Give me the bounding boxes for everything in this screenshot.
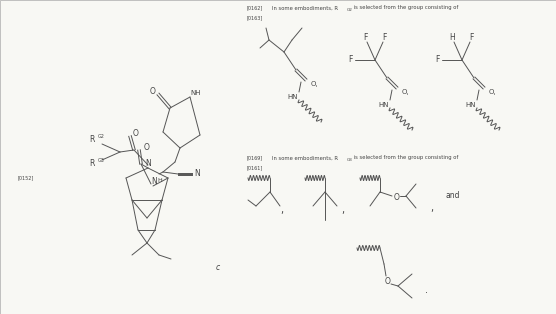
Text: F: F xyxy=(363,34,367,42)
Text: R: R xyxy=(90,160,95,169)
Text: [0163]: [0163] xyxy=(247,15,263,20)
Text: c: c xyxy=(216,263,220,273)
Text: F: F xyxy=(348,56,352,64)
Text: [0162]: [0162] xyxy=(247,6,263,10)
Text: is selected from the group consisting of: is selected from the group consisting of xyxy=(352,155,458,160)
Text: G3: G3 xyxy=(98,159,105,164)
Text: In some embodiments, R: In some embodiments, R xyxy=(272,6,338,10)
Text: O: O xyxy=(385,278,391,286)
Text: H: H xyxy=(157,177,162,182)
Text: N: N xyxy=(194,170,200,178)
Text: ,: , xyxy=(430,203,434,213)
Text: O: O xyxy=(150,88,156,96)
Text: NH: NH xyxy=(191,90,201,96)
Text: O,: O, xyxy=(401,89,409,95)
Text: O: O xyxy=(133,128,139,138)
Text: H: H xyxy=(449,34,455,42)
Text: .: . xyxy=(424,285,428,295)
Text: G2: G2 xyxy=(98,134,105,139)
Text: F: F xyxy=(435,56,439,64)
Text: F: F xyxy=(469,34,473,42)
Text: is selected from the group consisting of: is selected from the group consisting of xyxy=(352,6,458,10)
Text: O,: O, xyxy=(310,81,318,87)
Text: HN: HN xyxy=(466,102,476,108)
Text: F: F xyxy=(382,34,386,42)
Text: and: and xyxy=(445,191,459,199)
Text: G3: G3 xyxy=(347,158,353,162)
Text: HN: HN xyxy=(379,102,389,108)
Text: ,: , xyxy=(341,205,345,215)
Text: N: N xyxy=(145,159,151,167)
Text: [0161]: [0161] xyxy=(247,165,263,171)
Text: O: O xyxy=(394,192,400,202)
Text: O,: O, xyxy=(488,89,496,95)
Text: N: N xyxy=(151,177,157,187)
Text: HN: HN xyxy=(288,94,298,100)
Text: G2: G2 xyxy=(347,8,353,12)
Text: O: O xyxy=(144,143,150,151)
Text: In some embodiments, R: In some embodiments, R xyxy=(272,155,338,160)
Text: [0152]: [0152] xyxy=(18,176,34,181)
Text: [0169]: [0169] xyxy=(247,155,263,160)
Text: R: R xyxy=(90,136,95,144)
Text: ,: , xyxy=(280,205,284,215)
